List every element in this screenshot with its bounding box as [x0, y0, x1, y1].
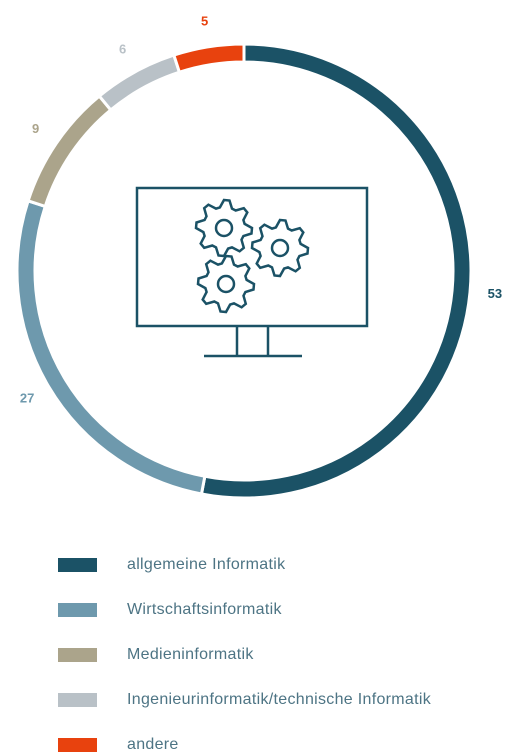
gear	[194, 198, 254, 258]
value-label: 27	[20, 391, 34, 406]
donut-segment	[199, 42, 473, 500]
gear-hub	[214, 218, 234, 238]
value-label: 5	[201, 14, 208, 29]
legend-label: allgemeine Informatik	[127, 556, 286, 573]
donut-segment	[15, 198, 207, 496]
center-icon	[135, 186, 369, 358]
value-label: 53	[488, 286, 502, 301]
legend-label: Ingenieurinformatik/technische Informati…	[127, 691, 432, 708]
donut-segment	[97, 53, 182, 113]
legend-label: andere	[127, 736, 179, 753]
gear	[196, 254, 256, 314]
legend-label: Medieninformatik	[127, 646, 254, 663]
legend-label: Wirtschaftsinformatik	[127, 601, 282, 618]
legend-swatch	[58, 693, 97, 707]
gear-hub	[270, 238, 290, 258]
donut-segment	[171, 42, 246, 75]
gear-hub	[216, 274, 236, 294]
legend-swatch	[58, 558, 97, 572]
gear	[250, 218, 310, 278]
value-label: 6	[119, 42, 126, 57]
legend-swatch	[58, 603, 97, 617]
legend-swatch	[58, 648, 97, 662]
monitor	[135, 186, 369, 328]
legend-swatch	[58, 738, 97, 752]
value-label: 9	[32, 121, 39, 136]
donut-segment	[26, 93, 113, 209]
